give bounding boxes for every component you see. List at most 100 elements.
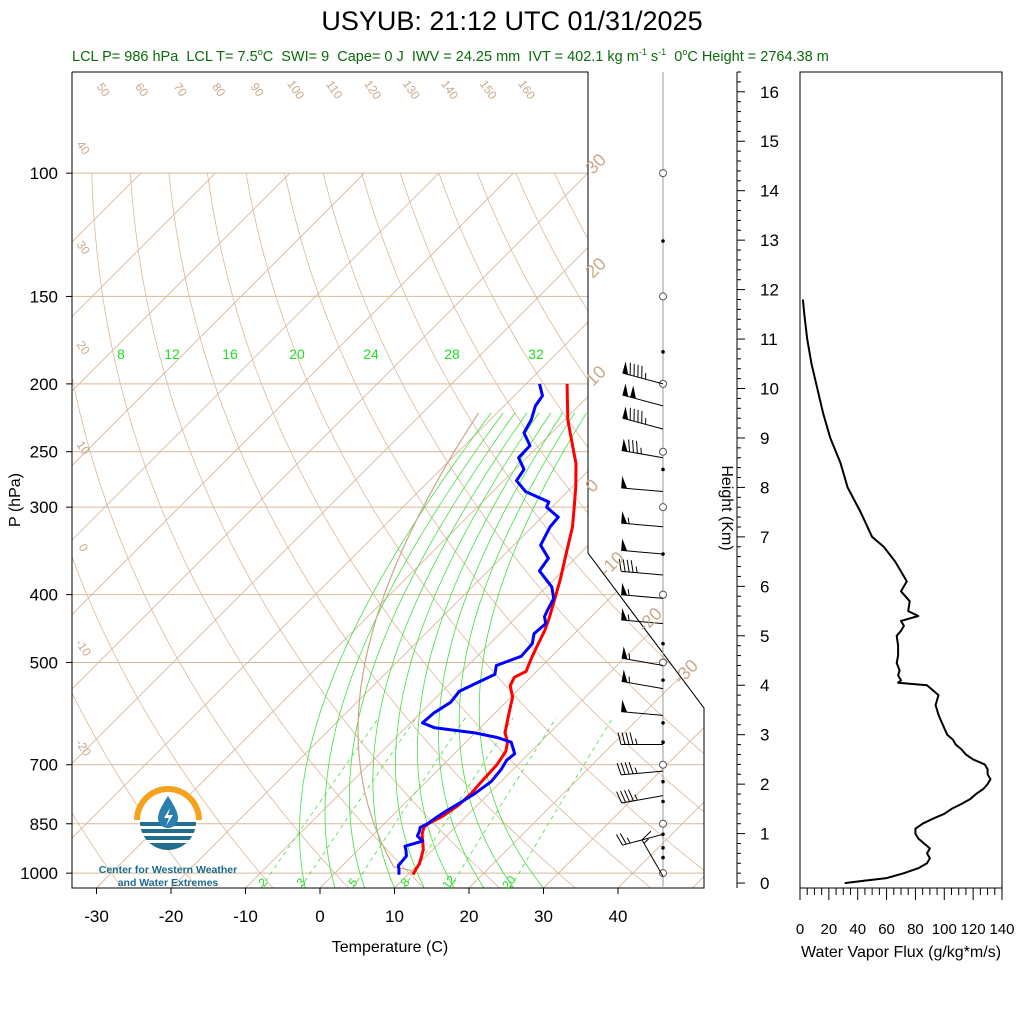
- wind-barb: [621, 699, 664, 716]
- pressure-tick-label: 850: [30, 815, 58, 834]
- pressure-tick-label: 100: [30, 164, 58, 183]
- level-dot: [661, 855, 665, 860]
- mixing-ratio-label-top: 20: [289, 346, 305, 362]
- pressure-tick-label: 500: [30, 653, 58, 672]
- pressure-tick-label: 400: [30, 586, 58, 605]
- isotherm-line: [72, 172, 663, 765]
- flux-frame: [799, 71, 1003, 889]
- pressure-axis-title: P (hPa): [7, 473, 24, 527]
- mixing-ratio-label-top: 16: [222, 346, 238, 362]
- temperature-tick-label: 40: [609, 907, 628, 926]
- dry-adiabat-label: 60: [132, 80, 151, 99]
- lcl-temperature: LCL T= 7.5oC: [186, 47, 273, 65]
- ivt-unit-s: s: [646, 48, 659, 65]
- mixing-ratio-label-top: 12: [164, 346, 180, 362]
- moist-adiabat-line: [349, 412, 516, 888]
- barb-staff: [641, 839, 664, 877]
- barb-half-feather: [634, 767, 638, 774]
- barb-full-feather: [615, 834, 623, 846]
- temperature-tick-label: -30: [84, 907, 109, 926]
- moist-adiabat-line: [324, 412, 504, 888]
- dry-adiabat-line: [91, 173, 425, 888]
- side-isotherm-label: -20: [73, 737, 95, 760]
- level-dot: [661, 779, 665, 784]
- barb-full-feather: [616, 762, 622, 776]
- ivt-number: IVT = 402.1 kg m: [528, 48, 639, 65]
- cape-value: Cape= 0 J: [337, 48, 404, 65]
- isotherm-line: [72, 172, 440, 541]
- level-dot: [661, 467, 665, 472]
- temperature-axis-title: Temperature (C): [332, 939, 448, 956]
- dewpoint-profile-line: [396, 383, 560, 875]
- wind-barb-column: [615, 72, 667, 888]
- temperature-tick-label: 20: [460, 907, 479, 926]
- wind-barb: [621, 438, 664, 459]
- isotherm-line: [767, 173, 1024, 888]
- pressure-tick-label: 150: [30, 287, 58, 306]
- height-tick-label: 1: [760, 825, 769, 844]
- dry-adiabat-line: [786, 173, 1024, 888]
- temperature-tick-label: 0: [315, 907, 324, 926]
- barb-full-feather: [636, 440, 638, 454]
- mixing-ratio-line: [509, 717, 613, 888]
- ivt-exp1: -1: [638, 47, 647, 57]
- barb-full-feather: [626, 559, 630, 573]
- height-tick-label: 5: [760, 627, 769, 646]
- barb-half-feather: [626, 837, 631, 844]
- wind-barb: [621, 669, 664, 690]
- barb-full-feather: [632, 440, 634, 453]
- moist-adiabat-line: [478, 412, 587, 888]
- flux-tick-label: 40: [849, 921, 866, 938]
- barb-full-feather: [630, 560, 634, 573]
- level-marker: [659, 869, 667, 878]
- height-tick-label: 11: [760, 330, 778, 349]
- height-tick-label: 16: [760, 83, 779, 102]
- mixing-ratio-label-top: 24: [363, 346, 379, 362]
- side-isotherm-label: -10: [73, 637, 95, 660]
- level-dot: [661, 678, 665, 682]
- moist-adiabat-line: [299, 412, 492, 888]
- wind-barb: [621, 582, 664, 599]
- flux-tick-label: 60: [878, 921, 895, 938]
- height-tick-label: 10: [760, 380, 779, 399]
- barb-full-feather: [619, 833, 627, 845]
- barb-half-feather: [634, 794, 638, 801]
- wind-barb: [618, 559, 664, 576]
- isotherm-line: [394, 577, 704, 888]
- level-marker: [659, 658, 667, 667]
- level-dot: [661, 721, 665, 725]
- height-tick-label: 12: [760, 281, 779, 300]
- height-tick-label: 2: [760, 775, 769, 794]
- side-isotherm-label: 20: [74, 338, 93, 357]
- barb-half-feather: [635, 738, 638, 745]
- lcl-temperature-value: LCL T= 7.5: [186, 48, 258, 65]
- height-tick-label: 8: [760, 478, 769, 497]
- dry-adiabat-line: [72, 555, 274, 888]
- height-tick-label: 7: [760, 528, 769, 547]
- wind-barb: [621, 511, 664, 528]
- barb-staff: [621, 711, 664, 716]
- flux-tick-label: 0: [796, 921, 804, 938]
- isotherm-line: [72, 172, 216, 318]
- barb-full-feather: [616, 791, 623, 804]
- barb-staff: [621, 522, 664, 528]
- wind-barb: [621, 538, 664, 555]
- dry-adiabat-line: [72, 374, 349, 888]
- barb-full-feather: [628, 439, 631, 452]
- barb-pennant: [622, 383, 629, 397]
- temperature-tick-label: -10: [233, 907, 258, 926]
- height-axis-title: Height (Km): [718, 465, 735, 550]
- level-marker: [659, 447, 667, 456]
- mixing-ratio-line: [449, 717, 557, 888]
- dry-adiabat-label: 110: [323, 78, 346, 102]
- swi-value: SWI= 9: [281, 48, 330, 65]
- side-isotherm-label: 10: [74, 438, 93, 457]
- dry-adiabat-line: [245, 173, 704, 872]
- wind-barb: [621, 646, 664, 666]
- barb-pennant: [621, 607, 628, 621]
- barb-full-feather: [628, 761, 634, 774]
- mixing-ratio-label-bottom: 12: [439, 873, 459, 892]
- barb-half-feather: [643, 838, 649, 844]
